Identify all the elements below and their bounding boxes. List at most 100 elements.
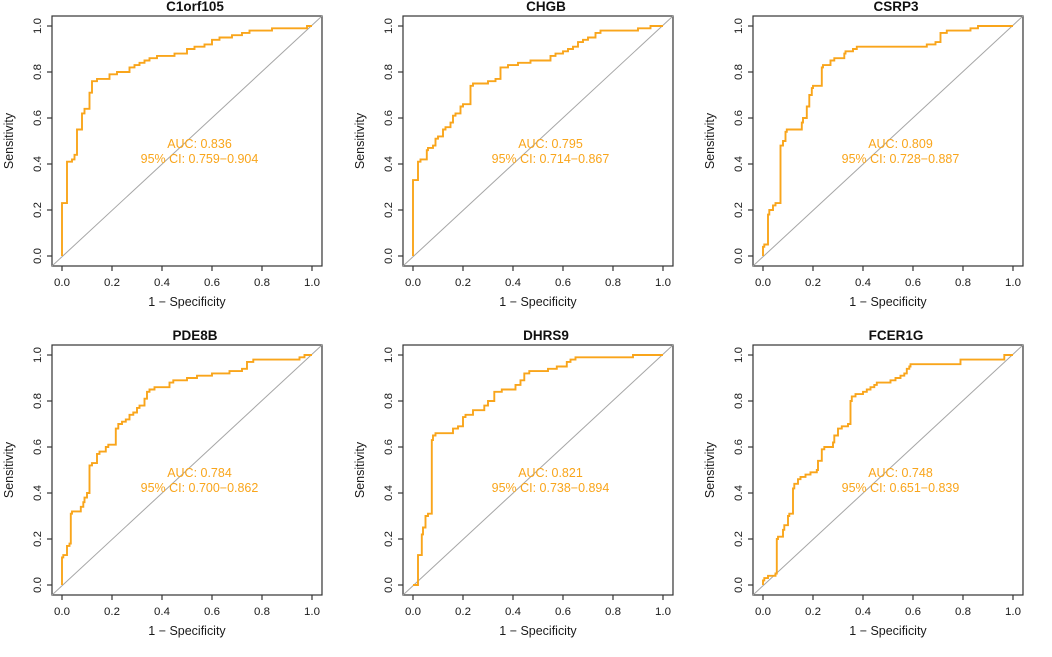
y-tick-label: 0.6 (32, 110, 44, 126)
panel-title: CSRP3 (874, 0, 919, 14)
auc-annotation: AUC: 0.784 (167, 465, 232, 479)
plot-box (51, 343, 323, 596)
y-tick-label: 0.0 (733, 248, 745, 264)
y-tick-label: 0.6 (733, 110, 745, 126)
roc-chart-C1orf105: C1orf105 0.0 0.0 0.2 0.2 0.4 0.4 0.6 0.6 0.8 0.8 1.… (2, 0, 323, 309)
panel-title: C1orf105 (166, 0, 224, 14)
plot-box (51, 15, 323, 267)
y-tick-label: 0.0 (383, 248, 395, 264)
roc-panel-FCER1G: FCER1G 0.0 0.0 0.2 0.2 0.4 0.4 0.6 0.6 0.8 0.8 1.0 1… (701, 329, 1052, 657)
plot-box (752, 15, 1024, 267)
roc-panel-PDE8B: PDE8B 0.0 0.0 0.2 0.2 0.4 0.4 0.6 0.6 0.8 0.8 1.0 1.… (0, 329, 351, 657)
y-tick-label: 0.4 (32, 155, 44, 172)
y-tick-label: 0.6 (32, 439, 44, 455)
y-tick-label: 0.8 (733, 393, 745, 409)
y-tick-label: 1.0 (733, 347, 745, 363)
x-tick-label: 1.0 (655, 605, 671, 617)
x-tick-label: 1.0 (304, 277, 320, 289)
y-tick-label: 0.2 (32, 531, 44, 547)
x-tick-label: 0.8 (605, 605, 621, 617)
y-tick-label: 0.0 (32, 577, 44, 593)
roc-chart-CHGB: CHGB 0.0 0.0 0.2 0.2 0.4 0.4 0.6 0.6 0.8 0.8 1.0 1.0… (353, 0, 674, 309)
reference-diagonal (402, 15, 673, 267)
roc-curve (762, 25, 1014, 256)
reference-diagonal (51, 344, 323, 595)
x-tick-label: 1.0 (304, 605, 320, 617)
y-tick-label: 0.8 (32, 64, 44, 80)
x-tick-label: 1.0 (1005, 277, 1021, 289)
x-axis-label: 1 − Specificity (850, 623, 928, 637)
roc-curve (61, 353, 312, 585)
ci-annotation: 95% CI: 0.714−0.867 (491, 152, 609, 166)
y-tick-label: 0.4 (733, 484, 745, 501)
y-tick-label: 0.4 (32, 484, 44, 501)
x-tick-label: 0.2 (805, 277, 821, 289)
roc-chart-CSRP3: CSRP3 0.0 0.0 0.2 0.2 0.4 0.4 0.6 0.6 0.8 0.8 1.0 1.… (703, 0, 1024, 309)
x-tick-label: 0.0 (54, 605, 70, 617)
y-tick-label: 0.6 (383, 110, 395, 126)
y-axis-label: Sensitivity (703, 112, 717, 169)
y-tick-label: 0.8 (32, 393, 44, 409)
roc-panel-DHRS9: DHRS9 0.0 0.0 0.2 0.2 0.4 0.4 0.6 0.6 0.8 0.8 1.0 1.… (351, 329, 702, 657)
x-tick-label: 0.6 (905, 605, 921, 617)
y-tick-label: 0.6 (733, 439, 745, 455)
x-tick-label: 1.0 (1005, 605, 1021, 617)
roc-panel-CSRP3: CSRP3 0.0 0.0 0.2 0.2 0.4 0.4 0.6 0.6 0.8 0.8 1.0 1.… (701, 0, 1052, 329)
x-tick-label: 0.4 (505, 277, 522, 289)
x-tick-label: 0.2 (104, 605, 120, 617)
ci-annotation: 95% CI: 0.759−0.904 (141, 152, 259, 166)
roc-chart-DHRS9: DHRS9 0.0 0.0 0.2 0.2 0.4 0.4 0.6 0.6 0.8 0.8 1.0 1.… (353, 329, 674, 637)
x-tick-label: 0.4 (154, 605, 171, 617)
y-tick-label: 1.0 (32, 347, 44, 363)
roc-curve (762, 353, 1014, 585)
x-tick-label: 0.4 (855, 605, 872, 617)
y-tick-label: 0.4 (383, 155, 395, 172)
panel-title: PDE8B (173, 329, 218, 343)
x-axis-label: 1 − Specificity (850, 295, 928, 309)
roc-curve (412, 353, 663, 586)
x-tick-label: 0.4 (855, 277, 872, 289)
x-tick-label: 0.6 (555, 277, 571, 289)
y-tick-label: 0.8 (383, 393, 395, 409)
y-tick-label: 0.2 (383, 531, 395, 547)
y-tick-label: 0.8 (733, 64, 745, 80)
y-tick-label: 0.6 (383, 439, 395, 455)
roc-chart-PDE8B: PDE8B 0.0 0.0 0.2 0.2 0.4 0.4 0.6 0.6 0.8 0.8 1.0 1.… (2, 329, 323, 637)
y-tick-label: 1.0 (733, 18, 745, 34)
y-tick-label: 0.0 (383, 577, 395, 593)
x-tick-label: 0.6 (204, 605, 220, 617)
roc-panel-CHGB: CHGB 0.0 0.0 0.2 0.2 0.4 0.4 0.6 0.6 0.8 0.8 1.0 1.0… (351, 0, 702, 329)
panel-title: CHGB (526, 0, 566, 14)
ci-annotation: 95% CI: 0.738−0.894 (491, 480, 609, 494)
x-tick-label: 0.4 (154, 277, 171, 289)
y-axis-label: Sensitivity (2, 441, 16, 498)
x-tick-label: 0.2 (805, 605, 821, 617)
y-tick-label: 0.8 (383, 64, 395, 80)
roc-curve (411, 25, 663, 256)
x-tick-label: 0.6 (204, 277, 220, 289)
x-tick-label: 0.2 (455, 277, 471, 289)
y-tick-label: 0.0 (733, 577, 745, 593)
y-tick-label: 0.0 (32, 248, 44, 264)
y-tick-label: 0.2 (733, 531, 745, 547)
auc-annotation: AUC: 0.821 (518, 465, 583, 479)
x-tick-label: 0.2 (455, 605, 471, 617)
roc-panel-C1orf105: C1orf105 0.0 0.0 0.2 0.2 0.4 0.4 0.6 0.6 0.8 0.8 1.… (0, 0, 351, 329)
y-axis-label: Sensitivity (353, 441, 367, 498)
x-tick-label: 0.8 (254, 605, 270, 617)
x-tick-label: 0.6 (905, 277, 921, 289)
y-axis-label: Sensitivity (703, 441, 717, 498)
roc-chart-FCER1G: FCER1G 0.0 0.0 0.2 0.2 0.4 0.4 0.6 0.6 0.8 0.8 1.0 1… (703, 329, 1024, 637)
auc-annotation: AUC: 0.795 (518, 137, 583, 151)
x-tick-label: 0.0 (755, 277, 771, 289)
ci-annotation: 95% CI: 0.651−0.839 (842, 480, 960, 494)
x-axis-label: 1 − Specificity (499, 623, 577, 637)
x-tick-label: 0.6 (555, 605, 571, 617)
y-tick-label: 1.0 (383, 18, 395, 34)
reference-diagonal (752, 15, 1024, 267)
reference-diagonal (51, 15, 323, 267)
y-tick-label: 0.2 (383, 202, 395, 218)
ci-annotation: 95% CI: 0.728−0.887 (842, 152, 960, 166)
